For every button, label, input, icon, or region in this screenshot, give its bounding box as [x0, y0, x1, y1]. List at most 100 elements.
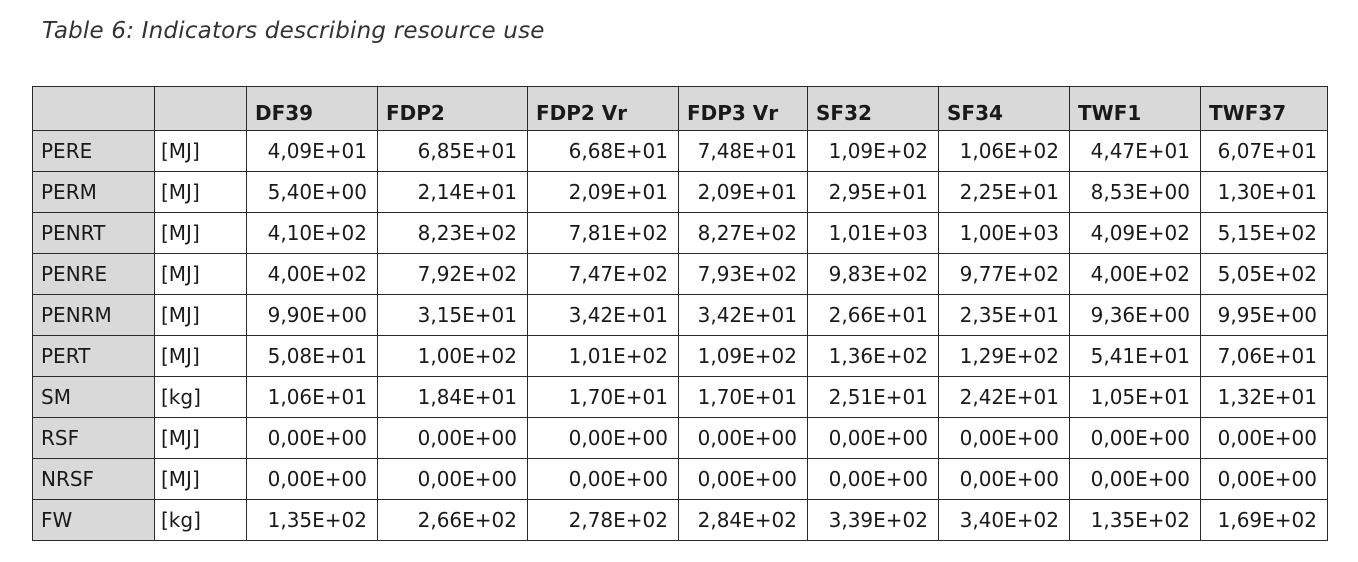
value-cell: 2,84E+02: [678, 499, 808, 541]
value-cell: 2,66E+01: [807, 294, 939, 336]
indicator-cell: RSF: [32, 417, 155, 459]
unit-cell: [MJ]: [154, 458, 247, 500]
value-cell: 3,40E+02: [938, 499, 1070, 541]
table-row: PERT [MJ] 5,08E+01 1,00E+02 1,01E+02 1,09E+02…: [32, 335, 1328, 377]
table-row: PENRE [MJ] 4,00E+02 7,92E+02 7,47E+02 7,93E+0…: [32, 253, 1328, 295]
value-cell: 9,95E+00: [1200, 294, 1328, 336]
value-cell: 4,09E+02: [1069, 212, 1201, 254]
value-cell: 0,00E+00: [938, 458, 1070, 500]
value-cell: 1,05E+01: [1069, 376, 1201, 418]
table-row: PERE [MJ] 4,09E+01 6,85E+01 6,68E+01 7,48E+01…: [32, 130, 1328, 172]
indicator-cell: PENRM: [32, 294, 155, 336]
table-row: PENRM [MJ] 9,90E+00 3,15E+01 3,42E+01 3,42E+0…: [32, 294, 1328, 336]
value-cell: 5,40E+00: [246, 171, 378, 213]
value-cell: 2,35E+01: [938, 294, 1070, 336]
indicator-cell: PERT: [32, 335, 155, 377]
unit-cell: [MJ]: [154, 417, 247, 459]
value-cell: 1,01E+03: [807, 212, 939, 254]
value-cell: 7,06E+01: [1200, 335, 1328, 377]
unit-cell: [MJ]: [154, 212, 247, 254]
value-cell: 1,35E+02: [1069, 499, 1201, 541]
unit-cell: [MJ]: [154, 294, 247, 336]
value-cell: 0,00E+00: [246, 458, 378, 500]
value-cell: 0,00E+00: [678, 458, 808, 500]
indicator-cell: NRSF: [32, 458, 155, 500]
value-cell: 0,00E+00: [1069, 417, 1201, 459]
value-cell: 1,00E+03: [938, 212, 1070, 254]
resource-use-table: DF39 FDP2 FDP2 Vr FDP3 Vr SF32 SF34 TWF1 TWF37 …: [32, 86, 1328, 541]
value-cell: 0,00E+00: [377, 458, 528, 500]
value-cell: 4,00E+02: [1069, 253, 1201, 295]
value-cell: 5,08E+01: [246, 335, 378, 377]
indicator-cell: PERM: [32, 171, 155, 213]
value-cell: 3,39E+02: [807, 499, 939, 541]
value-cell: 1,00E+02: [377, 335, 528, 377]
unit-cell: [kg]: [154, 499, 247, 541]
value-cell: 6,68E+01: [527, 130, 679, 172]
value-cell: 1,84E+01: [377, 376, 528, 418]
value-cell: 2,78E+02: [527, 499, 679, 541]
table-caption: Table 6: Indicators describing resource …: [42, 18, 545, 44]
value-cell: 1,69E+02: [1200, 499, 1328, 541]
table-row: PERM [MJ] 5,40E+00 2,14E+01 2,09E+01 2,09E+01…: [32, 171, 1328, 213]
value-cell: 4,47E+01: [1069, 130, 1201, 172]
value-cell: 4,00E+02: [246, 253, 378, 295]
column-header: SF34: [938, 86, 1070, 131]
value-cell: 2,14E+01: [377, 171, 528, 213]
value-cell: 2,51E+01: [807, 376, 939, 418]
column-header: [32, 86, 155, 131]
value-cell: 7,48E+01: [678, 130, 808, 172]
column-header: SF32: [807, 86, 939, 131]
value-cell: 0,00E+00: [1200, 417, 1328, 459]
column-header: FDP2 Vr: [527, 86, 679, 131]
indicator-cell: PENRT: [32, 212, 155, 254]
value-cell: 0,00E+00: [377, 417, 528, 459]
value-cell: 0,00E+00: [1069, 458, 1201, 500]
unit-cell: [MJ]: [154, 335, 247, 377]
table-body: PERE [MJ] 4,09E+01 6,85E+01 6,68E+01 7,48E+01…: [32, 130, 1328, 541]
value-cell: 4,10E+02: [246, 212, 378, 254]
value-cell: 9,83E+02: [807, 253, 939, 295]
value-cell: 0,00E+00: [938, 417, 1070, 459]
value-cell: 1,70E+01: [678, 376, 808, 418]
value-cell: 0,00E+00: [1200, 458, 1328, 500]
value-cell: 3,15E+01: [377, 294, 528, 336]
unit-cell: [MJ]: [154, 253, 247, 295]
value-cell: 2,09E+01: [527, 171, 679, 213]
column-header: TWF37: [1200, 86, 1328, 131]
value-cell: 1,06E+01: [246, 376, 378, 418]
column-header: DF39: [246, 86, 378, 131]
table-row: RSF [MJ] 0,00E+00 0,00E+00 0,00E+00 0,00E+00 0…: [32, 417, 1328, 459]
value-cell: 7,93E+02: [678, 253, 808, 295]
table-row: PENRT [MJ] 4,10E+02 8,23E+02 7,81E+02 8,27E+0…: [32, 212, 1328, 254]
value-cell: 7,92E+02: [377, 253, 528, 295]
value-cell: 0,00E+00: [246, 417, 378, 459]
value-cell: 1,09E+02: [807, 130, 939, 172]
value-cell: 9,77E+02: [938, 253, 1070, 295]
value-cell: 1,36E+02: [807, 335, 939, 377]
column-header: FDP3 Vr: [678, 86, 808, 131]
value-cell: 5,15E+02: [1200, 212, 1328, 254]
value-cell: 8,53E+00: [1069, 171, 1201, 213]
value-cell: 0,00E+00: [527, 458, 679, 500]
value-cell: 3,42E+01: [527, 294, 679, 336]
value-cell: 1,01E+02: [527, 335, 679, 377]
unit-cell: [MJ]: [154, 130, 247, 172]
column-header: TWF1: [1069, 86, 1201, 131]
value-cell: 2,42E+01: [938, 376, 1070, 418]
indicator-cell: PENRE: [32, 253, 155, 295]
indicator-cell: PERE: [32, 130, 155, 172]
value-cell: 2,95E+01: [807, 171, 939, 213]
value-cell: 5,05E+02: [1200, 253, 1328, 295]
value-cell: 0,00E+00: [807, 458, 939, 500]
value-cell: 1,70E+01: [527, 376, 679, 418]
indicator-cell: SM: [32, 376, 155, 418]
unit-cell: [MJ]: [154, 171, 247, 213]
indicator-cell: FW: [32, 499, 155, 541]
value-cell: 3,42E+01: [678, 294, 808, 336]
value-cell: 9,90E+00: [246, 294, 378, 336]
value-cell: 8,27E+02: [678, 212, 808, 254]
value-cell: 2,25E+01: [938, 171, 1070, 213]
value-cell: 7,47E+02: [527, 253, 679, 295]
value-cell: 1,32E+01: [1200, 376, 1328, 418]
